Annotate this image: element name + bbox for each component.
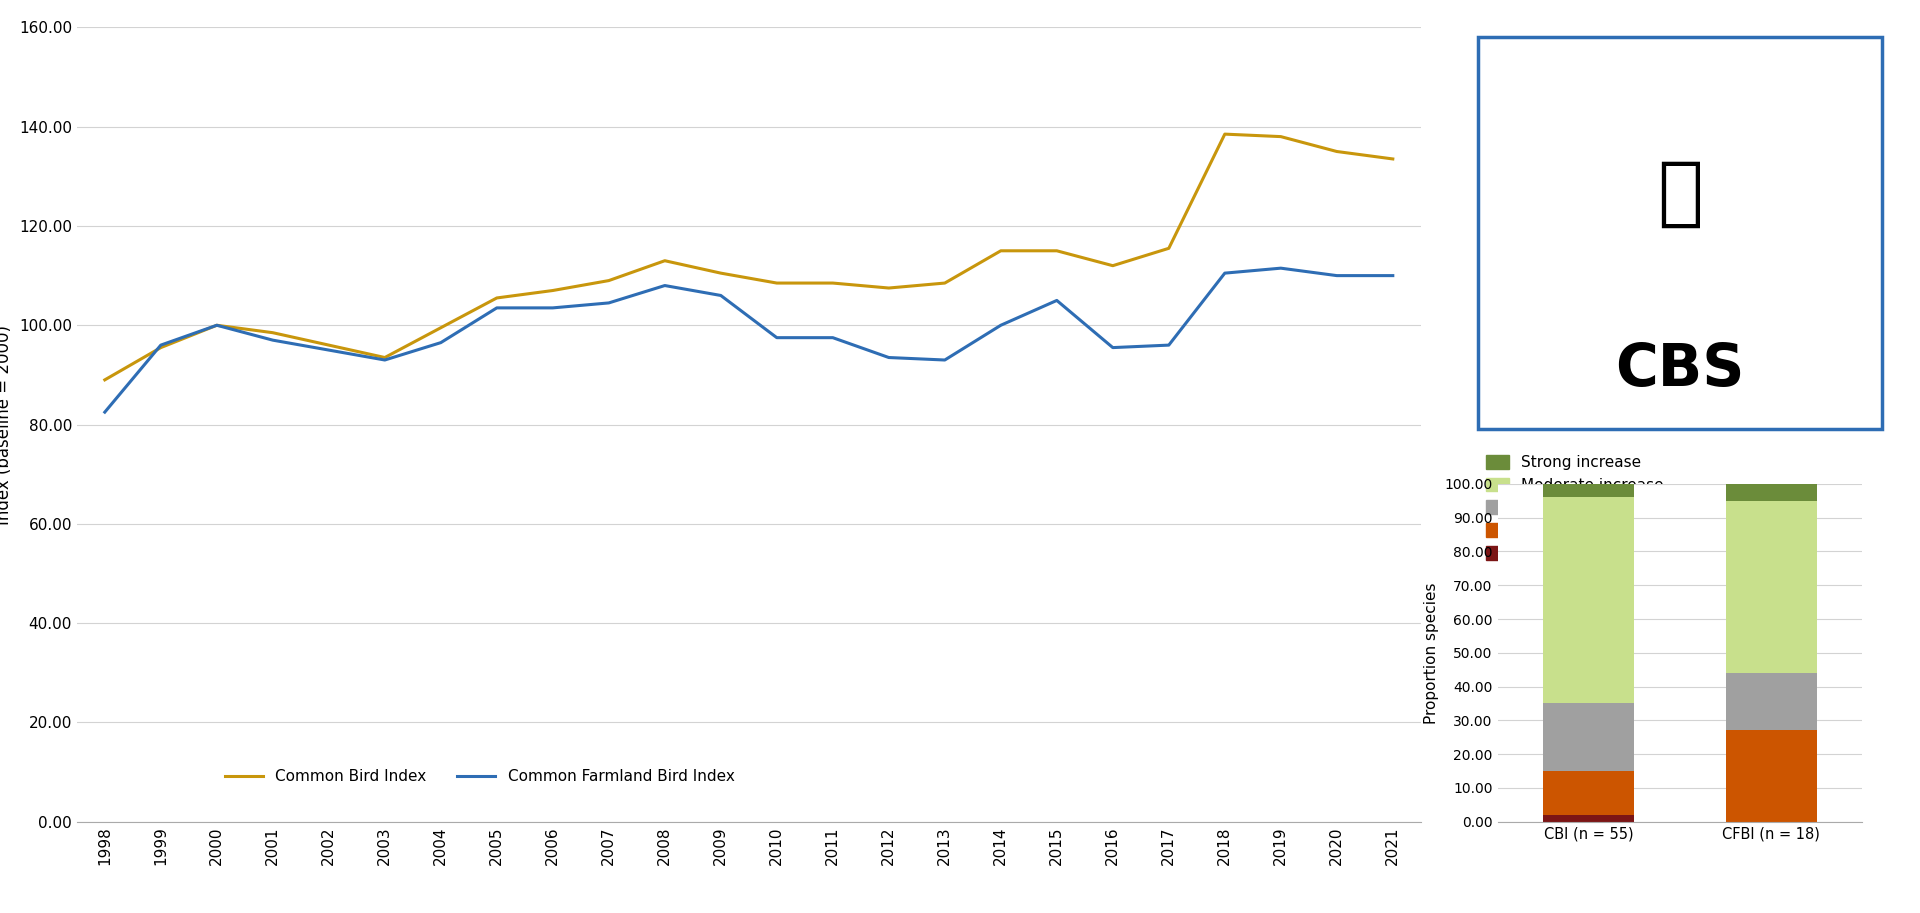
Common Farmland Bird Index bbox=[372, 354, 396, 365]
Common Farmland Bird Index bbox=[541, 302, 564, 313]
Common Farmland Bird Index bbox=[1325, 270, 1348, 281]
Common Farmland Bird Index bbox=[1102, 342, 1125, 353]
Common Bird Index bbox=[877, 282, 900, 293]
Common Bird Index bbox=[597, 275, 620, 286]
Text: CBS: CBS bbox=[1615, 341, 1745, 398]
Common Bird Index bbox=[317, 340, 340, 351]
Bar bbox=[1726, 501, 1816, 673]
Common Bird Index bbox=[766, 278, 789, 289]
Common Farmland Bird Index bbox=[1269, 263, 1292, 274]
Bar bbox=[1726, 730, 1816, 822]
Common Farmland Bird Index bbox=[877, 352, 900, 363]
Y-axis label: Proportion species: Proportion species bbox=[1425, 582, 1438, 723]
Common Farmland Bird Index bbox=[1380, 270, 1404, 281]
Common Bird Index bbox=[205, 320, 228, 331]
Common Farmland Bird Index bbox=[933, 354, 956, 365]
Common Farmland Bird Index bbox=[1213, 268, 1236, 278]
Bar bbox=[1544, 484, 1634, 498]
Common Bird Index bbox=[1158, 243, 1181, 254]
Common Farmland Bird Index bbox=[261, 335, 284, 346]
Common Farmland Bird Index bbox=[486, 302, 509, 313]
Bar bbox=[1544, 498, 1634, 704]
Common Bird Index bbox=[1325, 146, 1348, 157]
Text: 🐦: 🐦 bbox=[1657, 156, 1703, 231]
Bar bbox=[1544, 704, 1634, 771]
Common Farmland Bird Index bbox=[94, 406, 117, 417]
Y-axis label: Index (baseline = 2000): Index (baseline = 2000) bbox=[0, 324, 13, 525]
Bar bbox=[1544, 815, 1634, 822]
Common Bird Index bbox=[989, 246, 1012, 257]
Common Bird Index bbox=[1380, 153, 1404, 164]
Common Farmland Bird Index bbox=[1158, 340, 1181, 351]
Common Farmland Bird Index bbox=[205, 320, 228, 331]
Common Bird Index bbox=[261, 327, 284, 338]
Line: Common Farmland Bird Index: Common Farmland Bird Index bbox=[106, 268, 1392, 412]
Common Farmland Bird Index bbox=[822, 332, 845, 343]
Common Farmland Bird Index bbox=[317, 344, 340, 355]
Common Bird Index bbox=[933, 278, 956, 289]
Common Farmland Bird Index bbox=[708, 290, 732, 301]
Common Farmland Bird Index bbox=[597, 298, 620, 309]
Common Bird Index bbox=[1044, 246, 1068, 257]
Common Bird Index bbox=[94, 374, 117, 385]
Bar bbox=[1726, 484, 1816, 501]
Common Bird Index bbox=[822, 278, 845, 289]
Bar bbox=[1544, 771, 1634, 815]
Common Bird Index bbox=[1213, 129, 1236, 140]
Common Farmland Bird Index bbox=[766, 332, 789, 343]
Common Bird Index bbox=[541, 285, 564, 296]
Common Bird Index bbox=[1102, 260, 1125, 271]
Common Farmland Bird Index bbox=[1044, 295, 1068, 306]
Bar bbox=[1726, 673, 1816, 730]
Common Bird Index bbox=[150, 342, 173, 353]
Common Farmland Bird Index bbox=[653, 280, 676, 291]
Common Bird Index bbox=[430, 322, 453, 333]
Common Farmland Bird Index bbox=[989, 320, 1012, 331]
Legend: Strong increase, Moderate increase, Stable, Moderate decline, Steep decline: Strong increase, Moderate increase, Stab… bbox=[1486, 455, 1665, 561]
Common Farmland Bird Index bbox=[430, 337, 453, 348]
Common Bird Index bbox=[372, 352, 396, 363]
Common Bird Index bbox=[653, 256, 676, 267]
Legend: Common Bird Index, Common Farmland Bird Index: Common Bird Index, Common Farmland Bird … bbox=[219, 763, 741, 791]
Line: Common Bird Index: Common Bird Index bbox=[106, 134, 1392, 380]
Common Farmland Bird Index bbox=[150, 340, 173, 351]
Common Bird Index bbox=[708, 268, 732, 278]
Common Bird Index bbox=[1269, 131, 1292, 142]
Common Bird Index bbox=[486, 292, 509, 303]
